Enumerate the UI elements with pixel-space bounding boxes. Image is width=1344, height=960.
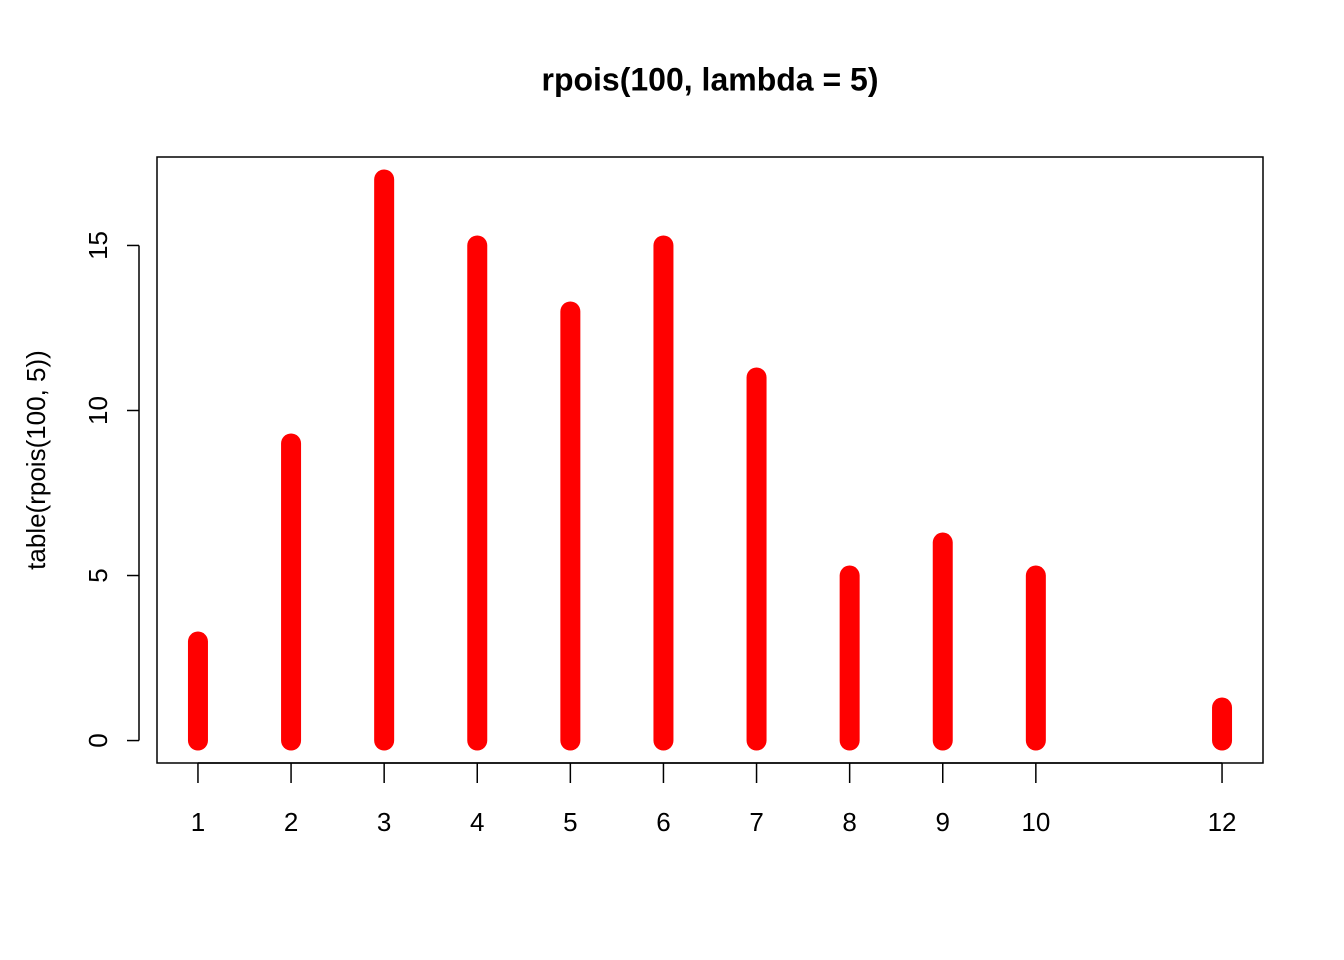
x-tick-label: 10 xyxy=(1021,807,1050,837)
x-tick-label: 8 xyxy=(842,807,856,837)
x-tick-label: 6 xyxy=(656,807,670,837)
x-tick-label: 4 xyxy=(470,807,484,837)
y-tick-label: 0 xyxy=(83,733,113,747)
x-tick-label: 1 xyxy=(191,807,205,837)
x-tick-label: 5 xyxy=(563,807,577,837)
y-tick-label: 15 xyxy=(83,231,113,260)
x-tick-label: 2 xyxy=(284,807,298,837)
x-tick-label: 7 xyxy=(749,807,763,837)
y-axis-label: table(rpois(100, 5)) xyxy=(21,350,51,570)
chart-title: rpois(100, lambda = 5) xyxy=(541,61,878,97)
plot-frame xyxy=(156,156,1264,764)
x-tick-label: 12 xyxy=(1208,807,1237,837)
x-tick-label: 9 xyxy=(936,807,950,837)
y-tick-label: 10 xyxy=(83,396,113,425)
x-tick-label: 3 xyxy=(377,807,391,837)
y-tick-label: 5 xyxy=(83,568,113,582)
